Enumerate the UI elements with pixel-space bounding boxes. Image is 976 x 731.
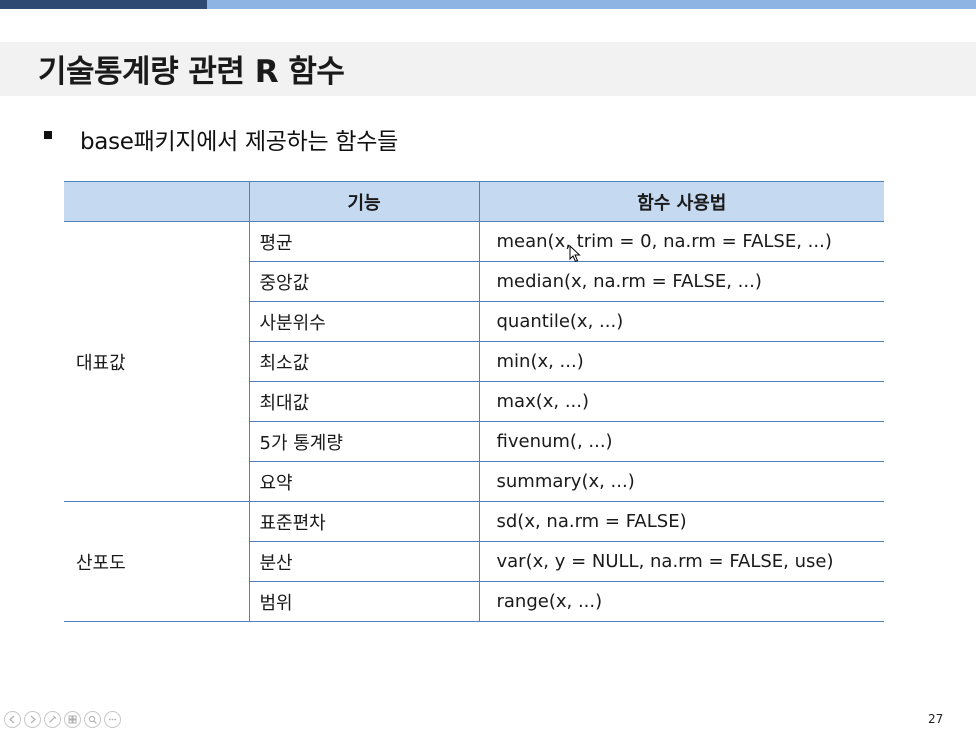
feature-cell: 중앙값 [248,261,479,302]
feature-cell: 사분위수 [248,301,479,342]
table-header-row: 기능 함수 사용법 [64,181,884,222]
feature-cell: 평균 [248,221,479,262]
page-number: 27 [928,712,944,726]
top-accent-bar-light [207,0,976,9]
function-table: 기능 함수 사용법 대표값 평균 mean(x, trim = 0, na.rm… [64,181,884,622]
table-row: 사분위수 quantile(x, ...) [64,301,884,342]
table-row: 요약 summary(x, ...) [64,461,884,502]
feature-cell: 최소값 [248,341,479,382]
next-icon[interactable] [24,711,41,728]
feature-cell: 표준편차 [248,501,479,542]
table-row: 대표값 평균 mean(x, trim = 0, na.rm = FALSE, … [64,221,884,502]
header-group [64,181,249,222]
table-row: 최대값 max(x, ...) [64,381,884,422]
usage-cell: median(x, na.rm = FALSE, ...) [478,261,884,302]
feature-cell: 범위 [248,581,479,622]
more-icon[interactable] [104,711,121,728]
title-band [0,42,976,96]
feature-cell: 요약 [248,461,479,502]
slideshow-controls [4,711,121,728]
mouse-cursor-icon [569,245,581,263]
group-label-central: 대표값 [64,221,249,502]
usage-cell: mean(x, trim = 0, na.rm = FALSE, ...) [478,221,884,262]
table-row: 산포도 표준편차 sd(x, na.rm = FALSE) [64,501,884,622]
previous-icon[interactable] [4,711,21,728]
feature-cell: 5가 통계량 [248,421,479,462]
feature-cell: 분산 [248,541,479,582]
table-row: 범위 range(x, ...) [64,581,884,622]
pen-icon[interactable] [44,711,61,728]
usage-cell: range(x, ...) [478,581,884,622]
bullet-text: base패키지에서 제공하는 함수들 [80,129,398,155]
group-label-dispersion: 산포도 [64,501,249,622]
usage-cell: quantile(x, ...) [478,301,884,342]
bullet-marker [44,131,52,139]
table-row: 중앙값 median(x, na.rm = FALSE, ...) [64,261,884,302]
usage-cell: summary(x, ...) [478,461,884,502]
feature-cell: 최대값 [248,381,479,422]
table-row: 분산 var(x, y = NULL, na.rm = FALSE, use) [64,541,884,582]
header-usage: 함수 사용법 [478,181,884,222]
usage-cell: min(x, ...) [478,341,884,382]
usage-cell: var(x, y = NULL, na.rm = FALSE, use) [478,541,884,582]
slide-title: 기술통계량 관련 R 함수 [38,54,345,90]
top-accent-bar-dark [0,0,207,9]
zoom-icon[interactable] [84,711,101,728]
slides-icon[interactable] [64,711,81,728]
usage-cell: max(x, ...) [478,381,884,422]
usage-cell: sd(x, na.rm = FALSE) [478,501,884,542]
table-row: 최소값 min(x, ...) [64,341,884,382]
table-row: 5가 통계량 fivenum(, ...) [64,421,884,462]
usage-cell: fivenum(, ...) [478,421,884,462]
header-feature: 기능 [248,181,479,222]
